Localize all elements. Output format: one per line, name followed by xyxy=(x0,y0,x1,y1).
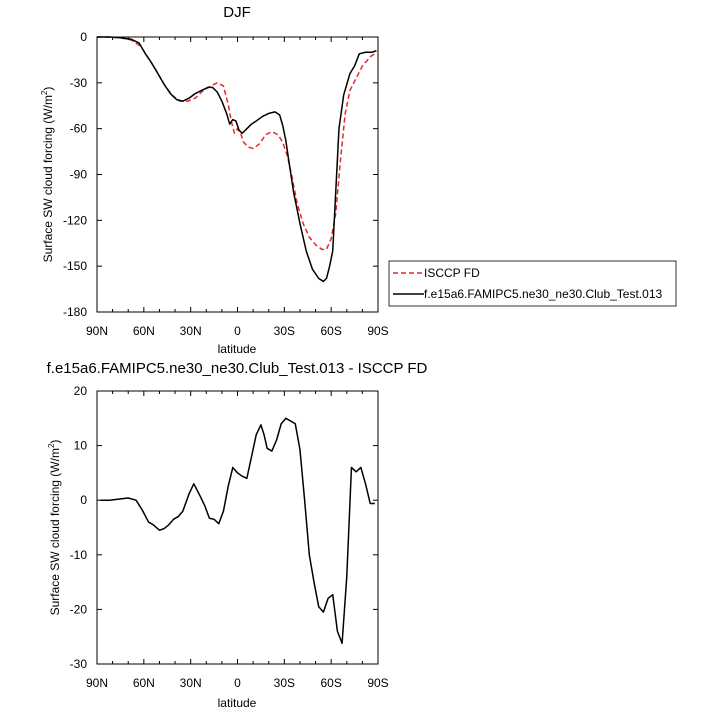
y-tick-label: -30 xyxy=(70,657,88,671)
x-tick-label: 30N xyxy=(180,676,202,690)
x-tick-label: 0 xyxy=(234,676,241,690)
x-tick-label: 60S xyxy=(320,324,341,338)
chart-2-title: f.e15a6.FAMIPC5.ne30_ne30.Club_Test.013 … xyxy=(47,360,428,377)
x-tick-label: 30N xyxy=(180,324,202,338)
chart-1-series-group xyxy=(97,36,377,283)
x-tick-label: 30S xyxy=(274,676,295,690)
chart-1-series-2-line xyxy=(97,36,377,283)
chart-1-y-axis-label: Surface SW cloud forcing (W/m2) xyxy=(40,87,55,263)
x-tick-label: 60N xyxy=(133,324,155,338)
chart-1-y-ticks: 0 -30 -60 -90 -120 -150 -180 xyxy=(63,30,378,319)
legend-label-model: f.e15a6.FAMIPC5.ne30_ne30.Club_Test.013 xyxy=(424,287,662,301)
chart-panel-1: DJF 90N 60N 30N 0 30S 60S 90S 0 -30 -60 -90 -120 -1… xyxy=(40,4,677,356)
chart-panel-2: f.e15a6.FAMIPC5.ne30_ne30.Club_Test.013 … xyxy=(47,360,428,710)
chart-1-x-ticks: 90N 60N 30N 0 30S 60S 90S xyxy=(86,37,389,338)
x-tick-label: 90N xyxy=(86,324,108,338)
y-tick-label: -180 xyxy=(63,305,87,319)
x-tick-label: 30S xyxy=(274,324,295,338)
x-tick-label: 90S xyxy=(367,324,388,338)
chart-1-title: DJF xyxy=(223,4,251,21)
chart-2-y-ticks: 20 10 0 -10 -20 -30 xyxy=(70,384,378,671)
chart-1-legend: ISCCP FD f.e15a6.FAMIPC5.ne30_ne30.Club_… xyxy=(388,260,677,307)
x-tick-label: 60N xyxy=(133,676,155,690)
y-tick-label: 0 xyxy=(80,30,87,44)
y-tick-label: -90 xyxy=(70,168,88,182)
y-tick-label: 10 xyxy=(74,439,88,453)
x-tick-label: 0 xyxy=(234,324,241,338)
y-tick-label: -10 xyxy=(70,548,88,562)
x-tick-label: 90S xyxy=(367,676,388,690)
legend-label-isccp: ISCCP FD xyxy=(424,266,480,280)
x-tick-label: 60S xyxy=(320,676,341,690)
y-tick-label: -30 xyxy=(70,76,88,90)
y-tick-label: -150 xyxy=(63,259,87,273)
y-tick-label: -20 xyxy=(70,602,88,616)
chart-1-plot-frame xyxy=(96,36,379,313)
chart-2-series-group xyxy=(100,417,375,644)
y-tick-label: -120 xyxy=(63,213,87,227)
chart-1-x-axis-label: latitude xyxy=(218,342,257,356)
chart-2-x-ticks: 90N 60N 30N 0 30S 60S 90S xyxy=(86,391,389,690)
x-tick-label: 90N xyxy=(86,676,108,690)
y-tick-label: 0 xyxy=(80,493,87,507)
y-tick-label: -60 xyxy=(70,122,88,136)
chart-2-series-1-line xyxy=(100,417,375,644)
chart-2-x-axis-label: latitude xyxy=(218,696,257,710)
legend-frame xyxy=(388,260,677,307)
y-tick-label: 20 xyxy=(74,384,88,398)
chart-2-y-axis-label: Surface SW cloud forcing (W/m2) xyxy=(47,440,62,616)
